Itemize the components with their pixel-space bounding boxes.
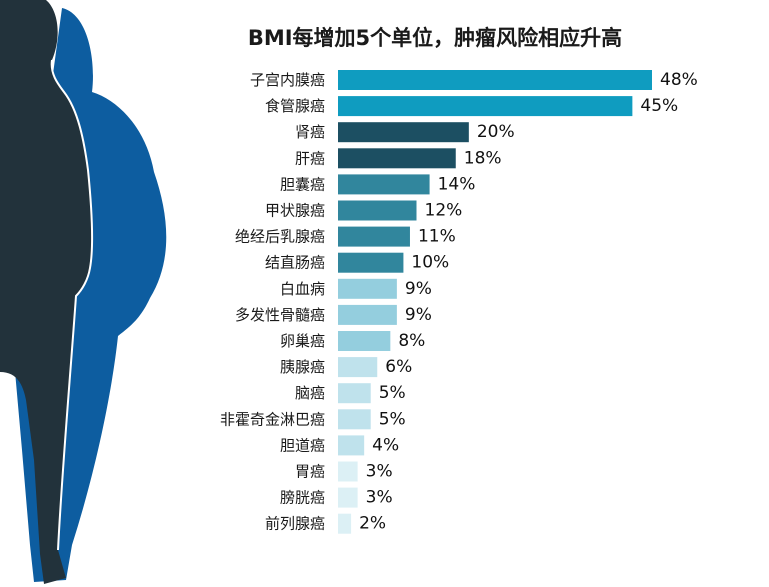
value-label: 5% (379, 383, 406, 403)
bar (338, 383, 371, 404)
category-label: 脑癌 (295, 384, 325, 402)
category-label: 前列腺癌 (265, 515, 325, 533)
value-label: 6% (385, 357, 412, 377)
bar (338, 461, 358, 482)
value-label: 14% (438, 174, 476, 194)
category-label: 绝经后乳腺癌 (235, 228, 325, 246)
bar (338, 278, 397, 299)
value-label: 11% (418, 227, 456, 247)
bar-layer: 子宫内膜癌 48% 食管腺癌 45% 肾癌 20% 肝癌 18% 胆囊癌 14% 甲状腺癌 12% 绝经… (220, 70, 698, 534)
category-label: 胆囊癌 (280, 175, 325, 193)
value-label: 10% (411, 253, 449, 273)
bar (338, 435, 365, 456)
value-label: 8% (398, 331, 425, 351)
bar (338, 331, 391, 351)
value-label: 20% (477, 122, 515, 142)
value-label: 12% (425, 201, 463, 221)
slim-body-outline (50, 59, 94, 551)
category-label: 胆道癌 (280, 436, 325, 454)
bar (338, 487, 358, 508)
category-label: 非霍奇金淋巴癌 (220, 410, 325, 428)
value-label: 4% (372, 435, 399, 455)
value-label: 48% (660, 70, 698, 90)
value-label: 18% (464, 148, 502, 168)
bar (338, 70, 652, 90)
value-label: 9% (405, 279, 432, 299)
bar (338, 226, 410, 247)
category-label: 白血病 (280, 280, 325, 298)
value-label: 45% (640, 96, 678, 116)
bar (338, 96, 633, 117)
bar (338, 148, 456, 169)
category-label: 胰腺癌 (280, 358, 325, 376)
category-label: 膀胱癌 (280, 489, 325, 507)
bar (338, 357, 378, 378)
category-label: 肝癌 (295, 149, 325, 167)
value-label: 3% (366, 488, 393, 508)
value-label: 9% (405, 305, 432, 325)
value-label: 5% (379, 409, 406, 429)
bar (338, 200, 417, 221)
category-label: 卵巢癌 (280, 332, 325, 350)
value-label: 2% (359, 514, 386, 534)
bar (338, 252, 404, 273)
category-label: 甲状腺癌 (265, 202, 325, 220)
category-label: 胃癌 (295, 463, 325, 481)
category-label: 结直肠癌 (265, 254, 325, 272)
category-label: 子宫内膜癌 (250, 71, 325, 89)
slim-body-silhouette (0, 0, 93, 584)
bar (338, 304, 397, 325)
value-label: 3% (366, 462, 393, 482)
bar (338, 409, 371, 430)
bar (338, 174, 430, 195)
category-label: 肾癌 (295, 123, 325, 141)
bar (338, 513, 352, 534)
bar (338, 122, 469, 143)
category-label: 多发性骨髓癌 (235, 306, 325, 324)
category-label: 食管腺癌 (265, 97, 325, 115)
chart-title: BMI每增加5个单位，肿瘤风险相应升高 (247, 26, 623, 50)
human-silhouette-icon (0, 0, 167, 584)
